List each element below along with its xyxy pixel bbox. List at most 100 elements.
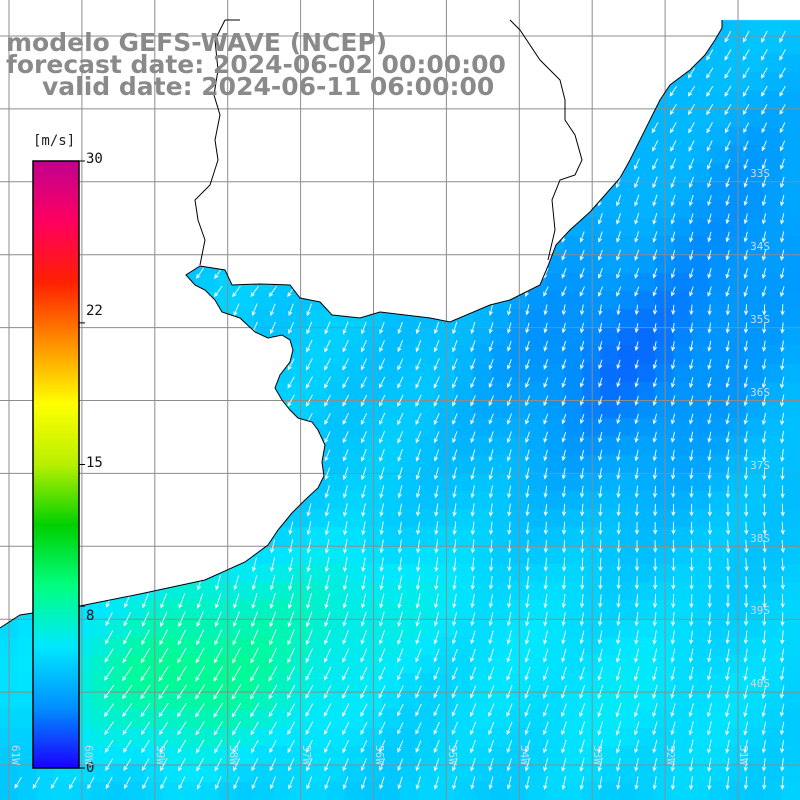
wind-arrow bbox=[780, 322, 785, 334]
wind-arrow bbox=[506, 648, 513, 663]
wind-arrow bbox=[250, 721, 259, 736]
wind-arrow bbox=[470, 557, 475, 572]
wind-arrow bbox=[652, 377, 657, 388]
wind-arrow bbox=[397, 376, 404, 389]
wind-arrow bbox=[543, 359, 549, 370]
wind-arrow bbox=[506, 685, 513, 699]
wind-arrow bbox=[324, 629, 331, 645]
valid-date: valid date: 2024-06-11 06:00:00 bbox=[42, 72, 495, 101]
wind-arrow bbox=[579, 286, 585, 297]
wind-arrow bbox=[615, 721, 622, 736]
wind-arrow bbox=[616, 286, 622, 297]
wind-arrow bbox=[671, 575, 676, 590]
wind-arrow bbox=[689, 431, 694, 443]
wind-arrow bbox=[196, 611, 204, 628]
wind-arrow bbox=[689, 630, 694, 645]
wind-arrow bbox=[506, 431, 512, 444]
wind-arrow bbox=[196, 629, 205, 646]
wind-arrow bbox=[706, 140, 713, 152]
wind-arrow bbox=[561, 503, 567, 517]
wind-arrow bbox=[269, 721, 277, 736]
wind-arrow bbox=[288, 776, 295, 790]
wind-arrow bbox=[470, 667, 477, 681]
wind-arrow bbox=[379, 358, 386, 371]
wind-arrow bbox=[415, 740, 422, 753]
wind-arrow bbox=[598, 322, 603, 334]
wind-arrow bbox=[251, 611, 259, 628]
wind-arrow bbox=[779, 140, 786, 152]
wind-arrow bbox=[288, 521, 294, 536]
wind-arrow bbox=[415, 776, 421, 790]
wind-arrow bbox=[342, 739, 350, 754]
wind-arrow bbox=[196, 267, 205, 279]
wind-arrow bbox=[433, 340, 440, 353]
wind-arrow bbox=[725, 286, 731, 297]
wind-arrow bbox=[779, 30, 786, 43]
wind-arrow bbox=[305, 648, 314, 664]
wind-arrow bbox=[761, 140, 767, 152]
wind-arrow bbox=[761, 412, 767, 426]
wind-arrow bbox=[688, 757, 694, 772]
wind-arrow bbox=[176, 684, 187, 700]
wind-arrow bbox=[507, 304, 512, 316]
wind-arrow bbox=[507, 521, 512, 535]
wind-arrow bbox=[687, 85, 696, 97]
wind-arrow bbox=[616, 630, 621, 645]
wind-arrow bbox=[470, 630, 476, 645]
wind-arrow bbox=[176, 665, 187, 682]
wind-arrow bbox=[616, 212, 622, 225]
wind-arrows bbox=[14, 30, 786, 791]
wind-arrow bbox=[707, 467, 712, 480]
wind-arrow bbox=[470, 467, 476, 481]
wind-arrow bbox=[579, 594, 585, 609]
wind-arrow bbox=[652, 231, 658, 243]
wind-arrow bbox=[779, 685, 785, 699]
wind-arrow bbox=[270, 303, 276, 317]
wind-arrow bbox=[706, 49, 714, 61]
wind-arrow bbox=[780, 612, 785, 627]
wind-arrow bbox=[780, 340, 785, 353]
wind-arrow bbox=[707, 539, 713, 554]
wind-arrow bbox=[306, 776, 313, 790]
wind-arrow bbox=[597, 666, 604, 682]
wind-arrow bbox=[706, 85, 714, 97]
wind-arrow bbox=[634, 249, 640, 261]
wind-arrow bbox=[670, 377, 676, 388]
wind-arrow bbox=[361, 503, 366, 517]
lat-label-37s: 37S bbox=[750, 459, 770, 472]
wind-arrow bbox=[561, 575, 567, 591]
wind-arrow bbox=[470, 758, 476, 772]
wind-arrow bbox=[433, 358, 440, 371]
wind-arrow bbox=[725, 340, 730, 352]
wind-arrow bbox=[616, 594, 621, 608]
wind-arrow bbox=[652, 630, 657, 645]
wind-arrow bbox=[579, 685, 586, 699]
wind-arrow bbox=[287, 592, 294, 610]
wind-arrow bbox=[561, 739, 567, 754]
wind-arrow bbox=[543, 286, 549, 297]
wind-arrow bbox=[689, 340, 694, 352]
wind-arrow bbox=[761, 286, 767, 298]
wind-arrow bbox=[433, 376, 440, 389]
wind-arrow bbox=[579, 721, 586, 736]
wind-arrow bbox=[561, 485, 566, 498]
wind-arrow bbox=[687, 67, 696, 79]
wind-arrow bbox=[707, 231, 712, 243]
wind-arrow bbox=[123, 611, 132, 627]
wind-arrow bbox=[670, 685, 676, 700]
wind-arrow bbox=[561, 395, 567, 407]
wind-arrow bbox=[287, 647, 296, 664]
wind-arrow bbox=[579, 666, 585, 681]
wind-arrow bbox=[671, 521, 676, 535]
wind-arrow bbox=[652, 594, 658, 609]
wind-arrow bbox=[743, 684, 749, 700]
wind-arrow bbox=[397, 758, 404, 772]
lon-label-60w: 60W bbox=[82, 745, 95, 765]
wind-arrow bbox=[779, 721, 785, 736]
wind-arrow bbox=[287, 358, 295, 371]
wind-arrow bbox=[706, 739, 712, 754]
wind-arrow bbox=[105, 758, 113, 771]
wind-arrow bbox=[543, 630, 549, 645]
wind-arrow bbox=[506, 758, 512, 772]
wind-arrow bbox=[598, 359, 603, 370]
